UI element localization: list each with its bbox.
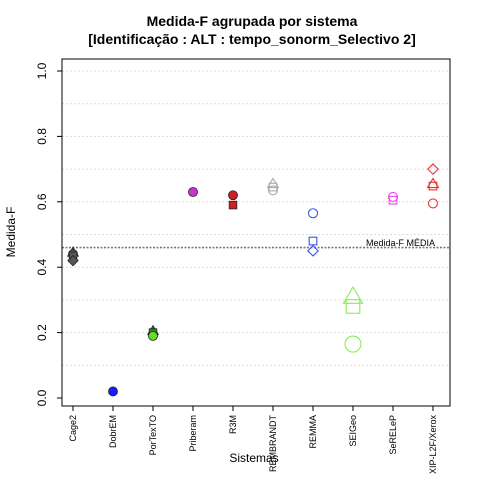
- data-point: [307, 208, 319, 219]
- chart-subtitle: [Identificação : ALT : tempo_sonorm_Sele…: [88, 31, 416, 47]
- plot-box: [61, 58, 451, 407]
- data-point: [428, 181, 438, 191]
- data-point: [228, 200, 238, 210]
- chart-title: Medida-F agrupada por sistema: [147, 13, 358, 29]
- axes: 0.0 0.2 0.4 0.6 0.8 1.0 Cage2 DobrEM PorTexTO Pri…: [35, 62, 438, 474]
- grid-lines: [62, 70, 450, 366]
- y-tick-label: 0.4: [35, 259, 49, 276]
- y-tick-label: 1.0: [35, 62, 49, 79]
- x-tick-label: R3M: [228, 415, 238, 434]
- data-point: [148, 330, 158, 341]
- x-tick-label: SeRELeP: [388, 415, 398, 455]
- data-point: [308, 236, 318, 246]
- reference-line-label: Medida-F MÉDIA: [366, 238, 435, 248]
- x-tick-label: XIP-L2F/Xerox: [428, 415, 438, 475]
- data-point: [344, 335, 362, 353]
- x-tick-label: DobrEM: [108, 415, 118, 448]
- x-tick-label: REMBRANDT: [268, 415, 278, 473]
- data-point: [426, 177, 440, 189]
- x-tick-label: SEIGeo: [348, 415, 358, 447]
- x-tick-label: PorTexTO: [148, 415, 158, 455]
- y-tick-label: 0.0: [35, 389, 49, 406]
- x-axis-label: Sistemas: [229, 451, 278, 465]
- data-point: [345, 299, 361, 314]
- x-tick-label: Cage2: [68, 415, 78, 442]
- reference-layer: Medida-F MÉDIA: [62, 238, 450, 249]
- y-axis-label: Medida-F: [4, 207, 18, 258]
- points-layer: [66, 163, 440, 397]
- data-point: [267, 185, 279, 196]
- data-point: [387, 191, 399, 202]
- data-point: [108, 386, 118, 397]
- data-point: [228, 190, 238, 201]
- x-tick-label: Priberam: [188, 415, 198, 452]
- y-tick-label: 0.6: [35, 193, 49, 210]
- data-point: [427, 198, 439, 209]
- data-point: [427, 163, 439, 176]
- data-point: [388, 195, 398, 205]
- y-tick-label: 0.2: [35, 324, 49, 341]
- x-tick-label: REMMA: [308, 415, 318, 449]
- y-tick-label: 0.8: [35, 128, 49, 145]
- data-point: [342, 285, 364, 304]
- data-point: [188, 187, 198, 197]
- data-point: [307, 244, 319, 257]
- data-point: [67, 254, 79, 267]
